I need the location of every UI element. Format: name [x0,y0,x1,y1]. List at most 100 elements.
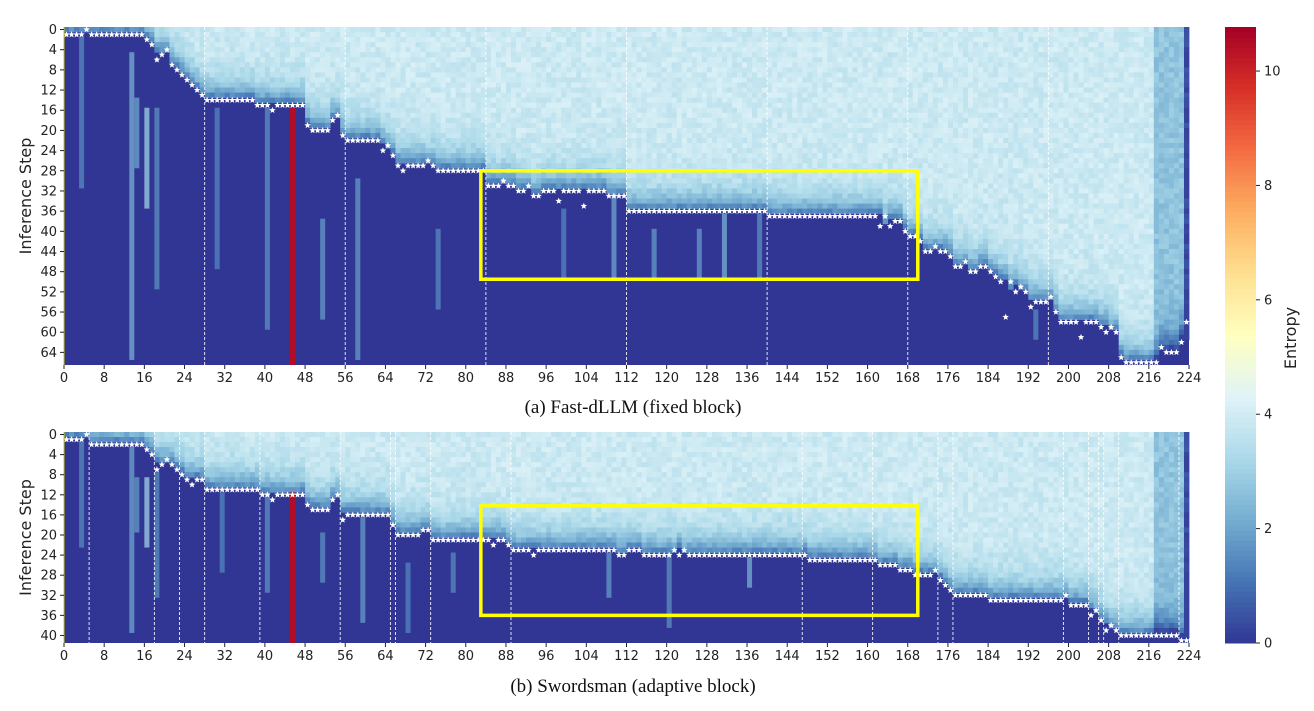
heatmap-cell [556,82,562,88]
heatmap-cell [475,72,482,78]
heatmap-cell [355,107,361,114]
heatmap-cell [757,173,763,179]
heatmap-cell [872,203,879,210]
heatmap-cell [651,127,658,134]
heatmap-cell [897,198,904,204]
heatmap-cell [872,208,879,215]
heatmap-cell [952,127,959,134]
heatmap-cell [882,158,889,164]
heatmap-cell [445,77,452,83]
heatmap-cell [867,178,873,184]
heatmap-cell [621,117,627,124]
heatmap-cell [897,57,904,63]
heatmap-cell [460,107,467,114]
heatmap-cell [295,37,301,43]
heatmap-cell [621,42,627,48]
heatmap-cell [375,67,381,73]
heatmap-cell [817,112,823,119]
heatmap-cell [551,77,557,83]
heatmap-cell [711,188,718,194]
heatmap-cell [335,42,341,48]
heatmap-cell [681,153,688,159]
heatmap-cell [832,208,838,215]
heatmap-cell [822,32,828,38]
heatmap-cell [586,153,592,159]
heatmap-cell [320,42,326,48]
heatmap-cell [691,122,698,129]
heatmap-cell [807,62,813,68]
heatmap-cell [716,122,723,129]
heatmap-cell [470,153,477,159]
heatmap-cell [561,77,567,83]
heatmap-cell [942,112,949,119]
heatmap-cell [259,37,266,43]
heatmap-cell [681,143,688,149]
heatmap-cell [646,102,653,109]
heatmap-cell [983,198,989,204]
heatmap-cell [490,97,497,104]
heatmap-cell [792,143,798,149]
heatmap-cell [701,163,708,169]
heatmap-cell [435,47,442,53]
heatmap-cell [671,112,678,119]
heatmap-cell [932,122,939,129]
heatmap-cell [907,132,914,139]
heatmap-cell [852,173,858,179]
heatmap-cell [450,112,457,119]
heatmap-cell [450,153,457,159]
heatmap-cell [922,82,929,88]
heatmap-cell [455,67,462,73]
heatmap-cell [767,188,773,194]
heatmap-cell [837,178,843,184]
heatmap-cell [726,42,733,48]
heatmap-cell [877,27,884,33]
heatmap-cell [676,132,683,139]
heatmap-cell [716,107,723,114]
heatmap-cell [731,122,738,129]
heatmap-cell [510,32,517,38]
heatmap-cell [827,102,833,109]
heatmap-cell [762,158,768,164]
heatmap-cell [395,82,401,88]
heatmap-cell [932,238,939,245]
heatmap-cell [239,92,246,99]
heatmap-cell [968,72,974,78]
heatmap-cell [305,62,311,68]
heatmap-cell [576,158,582,164]
heatmap-cell [269,42,276,48]
heatmap-cell [505,178,512,184]
heatmap-cell [973,52,979,58]
heatmap-cell [345,27,351,33]
heatmap-cell [345,122,351,129]
heatmap-cell [616,163,622,169]
heatmap-cell [365,112,371,119]
heatmap-cell [666,122,673,129]
heatmap-cell [963,178,969,184]
heatmap-cell [937,72,944,78]
heatmap-cell [490,173,497,179]
heatmap-cell [536,72,542,78]
heatmap-cell [686,203,693,210]
heatmap-cell [927,72,934,78]
heatmap-cell [777,148,783,154]
heatmap-cell [149,37,155,43]
heatmap-cell [842,143,848,149]
heatmap-cell [465,97,472,104]
heatmap-cell [365,117,371,124]
heatmap-cell [556,32,562,38]
heatmap-cell [762,77,768,83]
heatmap-cell [772,107,778,114]
heatmap-cell [204,42,211,48]
heatmap-cell [988,37,994,43]
heatmap-cell [616,37,622,43]
heatmap-cell [556,87,562,93]
heatmap-cell [912,67,919,73]
heatmap-cell [747,127,753,134]
heatmap-cell [541,132,547,139]
heatmap-cell [189,37,195,43]
heatmap-cell [942,218,949,225]
heatmap-cell [626,77,632,83]
heatmap-cell [325,67,331,73]
heatmap-cell [430,47,437,53]
heatmap-cell [686,62,693,68]
